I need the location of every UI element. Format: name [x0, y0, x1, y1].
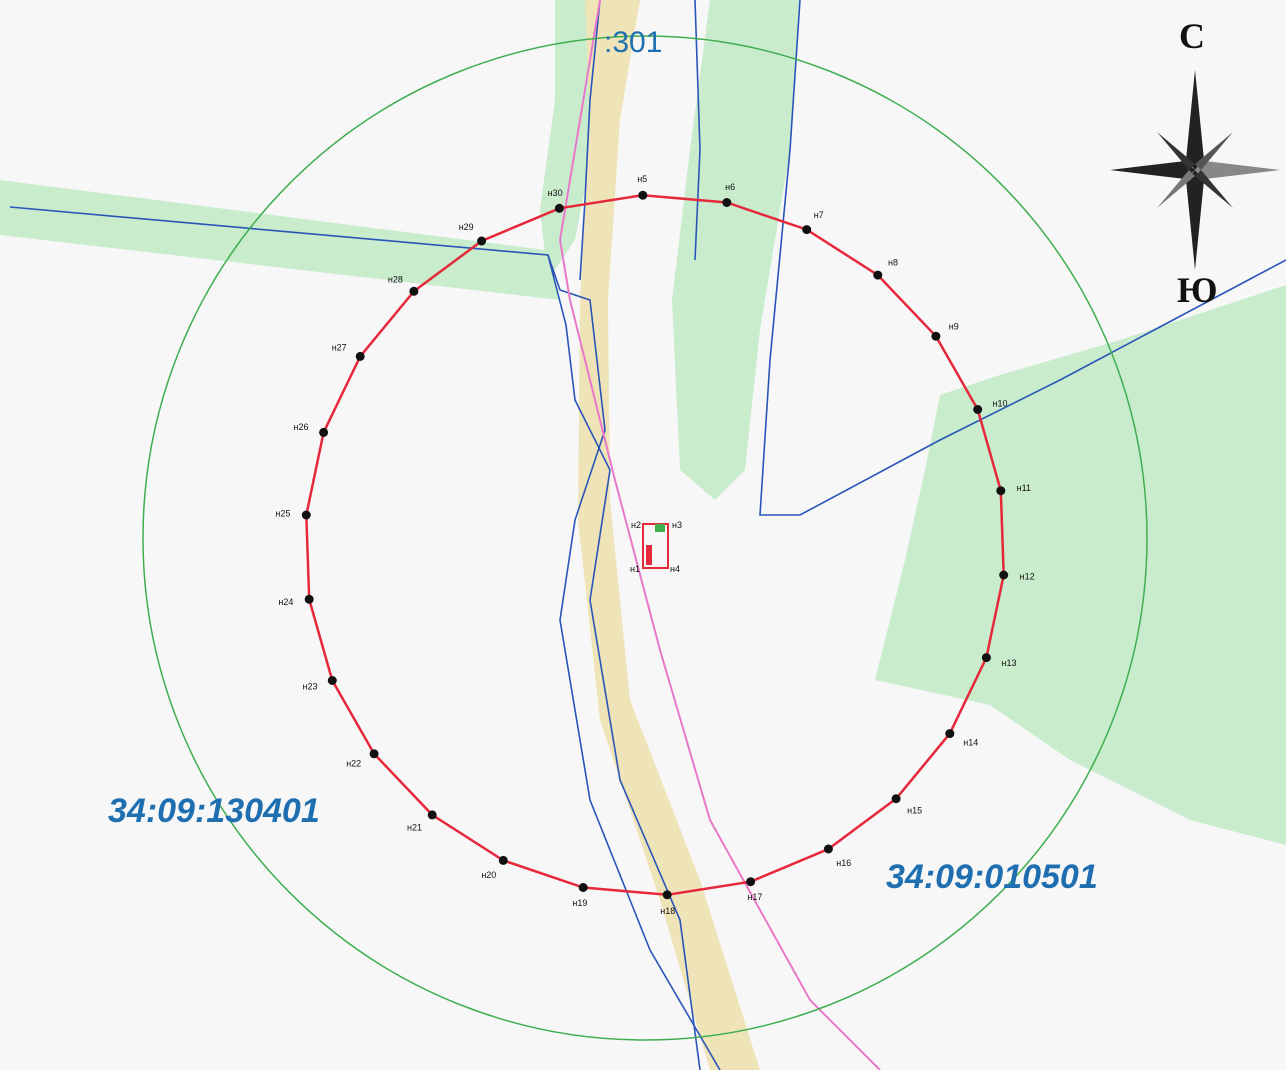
boundary-point	[578, 883, 588, 892]
boundary-point-label: н29	[459, 222, 474, 232]
boundary-point	[301, 510, 311, 520]
boundary-point	[554, 203, 564, 213]
boundary-point-label: н19	[572, 898, 587, 908]
boundary-point-label: н26	[294, 422, 309, 432]
boundary-point-label: н17	[747, 892, 762, 902]
compass-diagonal-ne	[1195, 132, 1233, 170]
boundary-point	[427, 810, 437, 820]
parcel-borders	[9, 0, 1286, 1070]
boundary-point	[981, 653, 991, 663]
parcel-label-east: 34:09:010501	[886, 858, 1098, 896]
boundary-point-label: н11	[1017, 483, 1031, 493]
boundary-point	[891, 794, 901, 804]
object-point-label: н2	[631, 520, 641, 530]
boundary-point-label: н23	[303, 682, 318, 692]
compass-north-label: С	[1179, 16, 1205, 56]
boundary-point	[662, 890, 672, 900]
boundary-point-label: н30	[548, 188, 563, 198]
boundary-point	[973, 405, 983, 414]
road	[578, 0, 760, 1070]
boundary-point-label: н27	[332, 343, 347, 353]
boundary-point	[802, 225, 812, 235]
boundary-point	[304, 594, 314, 604]
boundary-point-label: н24	[278, 597, 293, 607]
boundary-point-label: н12	[1020, 571, 1035, 581]
boundary-point	[996, 486, 1006, 496]
green-zone-west-strip	[0, 180, 560, 300]
boundary-point-label: н18	[660, 906, 675, 916]
boundary-point-label: н10	[993, 398, 1008, 408]
boundary-point	[746, 877, 756, 887]
boundary-point-label: н25	[275, 509, 290, 519]
boundary-point	[355, 351, 365, 361]
boundary-point-label: н20	[481, 870, 496, 880]
boundary-point	[823, 844, 833, 854]
boundary-point	[999, 570, 1009, 580]
boundary-point	[409, 286, 419, 296]
compass-arrow-west	[1110, 161, 1195, 179]
boundary-point	[327, 676, 337, 685]
object-footprint: н2 н3 н1 н4	[630, 520, 682, 574]
boundary-point-label: н14	[963, 737, 978, 747]
parcel-border-west-b	[547, 254, 721, 1070]
boundary-point-label: н15	[907, 805, 922, 815]
parcel-border-top	[579, 0, 601, 281]
object-point-label: н4	[670, 564, 680, 574]
compass-diagonal-se	[1195, 170, 1233, 208]
compass-diagonal-nw	[1157, 132, 1195, 170]
road-line	[558, 0, 881, 1070]
boundary-point	[722, 198, 732, 207]
boundary-point	[945, 729, 955, 739]
compass-diagonal-sw	[1157, 170, 1195, 208]
compass-south-label: Ю	[1177, 270, 1218, 310]
boundary-point-label: н8	[888, 258, 898, 268]
boundary-point	[477, 236, 487, 246]
boundary-point-label: н28	[388, 275, 403, 285]
boundary-point-label: н13	[1002, 658, 1017, 668]
boundary-point	[319, 427, 329, 437]
boundary-point-label: н7	[814, 210, 824, 220]
boundary-point	[931, 331, 941, 341]
buffer-zone-circle	[142, 35, 1148, 1041]
object-point-label: н1	[630, 564, 640, 574]
green-zone-east	[875, 285, 1286, 845]
boundary-point-label: н22	[346, 758, 361, 768]
boundary-point-label: н16	[836, 858, 851, 868]
boundary-point-label: н6	[725, 182, 735, 192]
boundary-point	[498, 855, 508, 865]
parcel-label-north: :301	[604, 26, 662, 59]
parcel-border-center-north	[759, 0, 1286, 516]
parcel-border-center-inner	[694, 0, 701, 261]
object-point-label: н3	[672, 520, 682, 530]
green-zone-north-center	[672, 0, 800, 500]
boundary-point-label: н21	[407, 822, 422, 832]
object-fill-green	[655, 524, 665, 532]
boundary-point	[369, 749, 379, 759]
compass-arrow-north	[1186, 70, 1204, 170]
boundary-point-label: н9	[949, 322, 959, 332]
parcel-border-west-a	[9, 206, 701, 1070]
compass-rose: С Ю	[1110, 16, 1280, 310]
boundary-point	[873, 270, 883, 280]
parcel-label-west: 34:09:130401	[108, 792, 320, 830]
boundary-point-label: н5	[637, 174, 647, 184]
compass-arrow-east	[1195, 161, 1280, 179]
compass-arrow-south	[1186, 170, 1204, 270]
boundary-ring: н5 н6 н7 н8 н9 н10 н11 н12 н13 н14 н15 н16 н17 н18 н19…	[275, 174, 1034, 916]
boundary-point	[638, 190, 648, 200]
object-fill-red	[646, 545, 652, 565]
